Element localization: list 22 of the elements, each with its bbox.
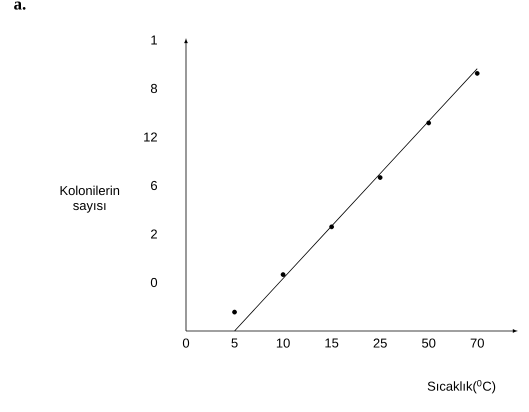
x-axis-title: Sıcaklık($^{0}$C) [428,380,496,394]
x-tick-label: 5 [231,338,238,348]
text: a. [14,2,26,10]
x-tick-label: 50 [422,338,436,348]
x-tick-label: 15 [325,338,338,348]
text: 0 [150,278,158,288]
point [329,224,334,230]
point [474,71,480,76]
point [232,310,237,315]
x-tick-label: 25 [374,338,387,348]
point [378,175,383,180]
text: 6 [151,180,158,190]
point [426,120,432,126]
text: 12 [144,132,157,142]
text: 2 [151,229,157,239]
x-tick-label: 10 [276,338,290,348]
x-tick-label: 0 [182,338,190,348]
text: 8 [150,84,158,94]
point [280,272,286,277]
x-tick-label: 70 [470,338,484,348]
text: 1 [151,36,157,44]
y-axis-title: Kolonilerin sayısı [60,186,120,213]
